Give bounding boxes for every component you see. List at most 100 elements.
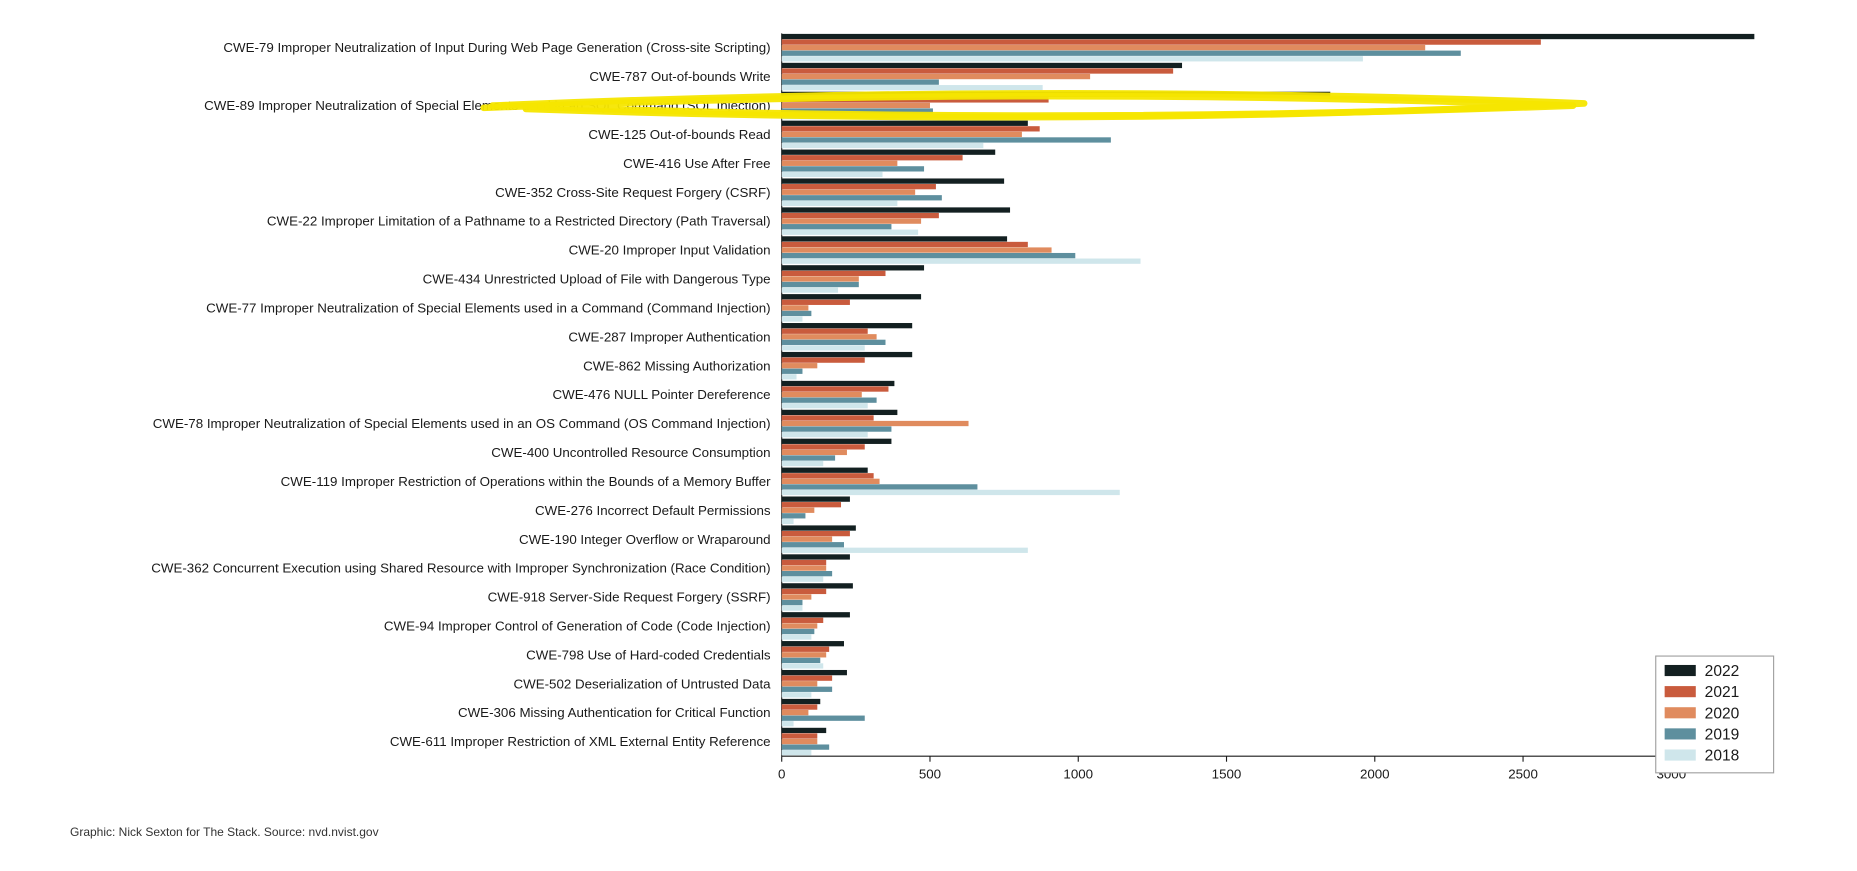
bar — [782, 641, 844, 646]
category-label: CWE-400 Uncontrolled Resource Consumptio… — [491, 445, 770, 460]
x-tick-label: 2000 — [1360, 766, 1390, 781]
bar — [782, 542, 844, 547]
chart-credit: Graphic: Nick Sexton for The Stack. Sour… — [70, 825, 1827, 839]
bar — [782, 605, 803, 610]
bar — [782, 560, 826, 565]
bar — [782, 519, 794, 524]
category-label: CWE-306 Missing Authentication for Criti… — [458, 705, 771, 720]
category-label: CWE-611 Improper Restriction of XML Exte… — [390, 734, 771, 749]
legend-swatch — [1665, 728, 1696, 739]
category-label: CWE-918 Server-Side Request Forgery (SSR… — [488, 590, 771, 605]
legend-label: 2018 — [1705, 748, 1740, 765]
category-label: CWE-798 Use of Hard-coded Credentials — [526, 647, 771, 662]
bar — [782, 143, 984, 148]
bar — [782, 218, 921, 223]
bar — [782, 172, 883, 177]
bar — [782, 230, 918, 235]
category-label: CWE-94 Improper Control of Generation of… — [384, 618, 771, 633]
bar — [782, 398, 877, 403]
x-tick-label: 2500 — [1508, 766, 1538, 781]
legend-swatch — [1665, 707, 1696, 718]
bar — [782, 583, 853, 588]
bar — [782, 79, 939, 84]
bar — [782, 744, 829, 749]
bar — [782, 334, 877, 339]
category-label: CWE-20 Improper Input Validation — [569, 243, 771, 258]
x-tick-label: 500 — [919, 766, 941, 781]
bar — [782, 508, 815, 513]
category-label: CWE-79 Improper Neutralization of Input … — [223, 40, 770, 55]
bar — [782, 634, 812, 639]
bar — [782, 178, 1004, 183]
category-label: CWE-77 Improper Neutralization of Specia… — [206, 300, 770, 315]
bar — [782, 554, 850, 559]
bar — [782, 721, 794, 726]
bar — [782, 728, 826, 733]
category-label: CWE-362 Concurrent Execution using Share… — [151, 561, 770, 576]
bar — [782, 369, 803, 374]
bar — [782, 692, 812, 697]
category-label: CWE-22 Improper Limitation of a Pathname… — [267, 214, 771, 229]
bar — [782, 468, 868, 473]
bar — [782, 410, 898, 415]
bar — [782, 652, 826, 657]
bar — [782, 647, 829, 652]
bar — [782, 450, 847, 455]
category-label: CWE-502 Deserialization of Untrusted Dat… — [514, 676, 772, 691]
bar — [782, 670, 847, 675]
category-label: CWE-352 Cross-Site Request Forgery (CSRF… — [495, 185, 771, 200]
bar — [782, 150, 996, 155]
bar — [782, 589, 826, 594]
bar — [782, 525, 856, 530]
bar — [782, 137, 1111, 142]
bar — [782, 455, 835, 460]
bar — [782, 74, 1090, 79]
bar — [782, 68, 1173, 73]
bar — [782, 39, 1541, 44]
bar — [782, 85, 1043, 90]
legend-swatch — [1665, 749, 1696, 760]
bar — [782, 710, 809, 715]
bar — [782, 259, 1141, 264]
bar — [782, 329, 868, 334]
bar — [782, 340, 886, 345]
category-label: CWE-125 Out-of-bounds Read — [588, 127, 770, 142]
bar — [782, 386, 889, 391]
bar — [782, 166, 924, 171]
bar — [782, 381, 895, 386]
bar — [782, 704, 818, 709]
legend-label: 2022 — [1705, 663, 1740, 680]
category-label: CWE-476 NULL Pointer Dereference — [553, 387, 771, 402]
bar — [782, 415, 874, 420]
grouped-bar-chart: 050010001500200025003000CWE-79 Improper … — [30, 20, 1827, 807]
bar — [782, 287, 838, 292]
legend-label: 2020 — [1705, 705, 1740, 722]
bar — [782, 461, 824, 466]
category-label: CWE-78 Improper Neutralization of Specia… — [153, 416, 771, 431]
bar — [782, 490, 1120, 495]
bar — [782, 224, 892, 229]
bar — [782, 126, 1040, 131]
bar — [782, 473, 874, 478]
bar — [782, 207, 1010, 212]
category-label: CWE-119 Improper Restriction of Operatio… — [281, 474, 771, 489]
bar — [782, 502, 841, 507]
bar — [782, 537, 832, 542]
bar — [782, 276, 859, 281]
bar — [782, 132, 1022, 137]
bar — [782, 496, 850, 501]
bar — [782, 479, 880, 484]
bar — [782, 392, 862, 397]
bar — [782, 733, 818, 738]
bar — [782, 253, 1076, 258]
category-label: CWE-190 Integer Overflow or Wraparound — [519, 532, 771, 547]
bar — [782, 374, 797, 379]
bar — [782, 363, 818, 368]
bar — [782, 739, 818, 744]
bar — [782, 51, 1461, 56]
chart-container: 050010001500200025003000CWE-79 Improper … — [30, 20, 1827, 807]
legend-swatch — [1665, 686, 1696, 697]
bar — [782, 345, 865, 350]
bar — [782, 103, 930, 108]
bar — [782, 121, 1028, 126]
